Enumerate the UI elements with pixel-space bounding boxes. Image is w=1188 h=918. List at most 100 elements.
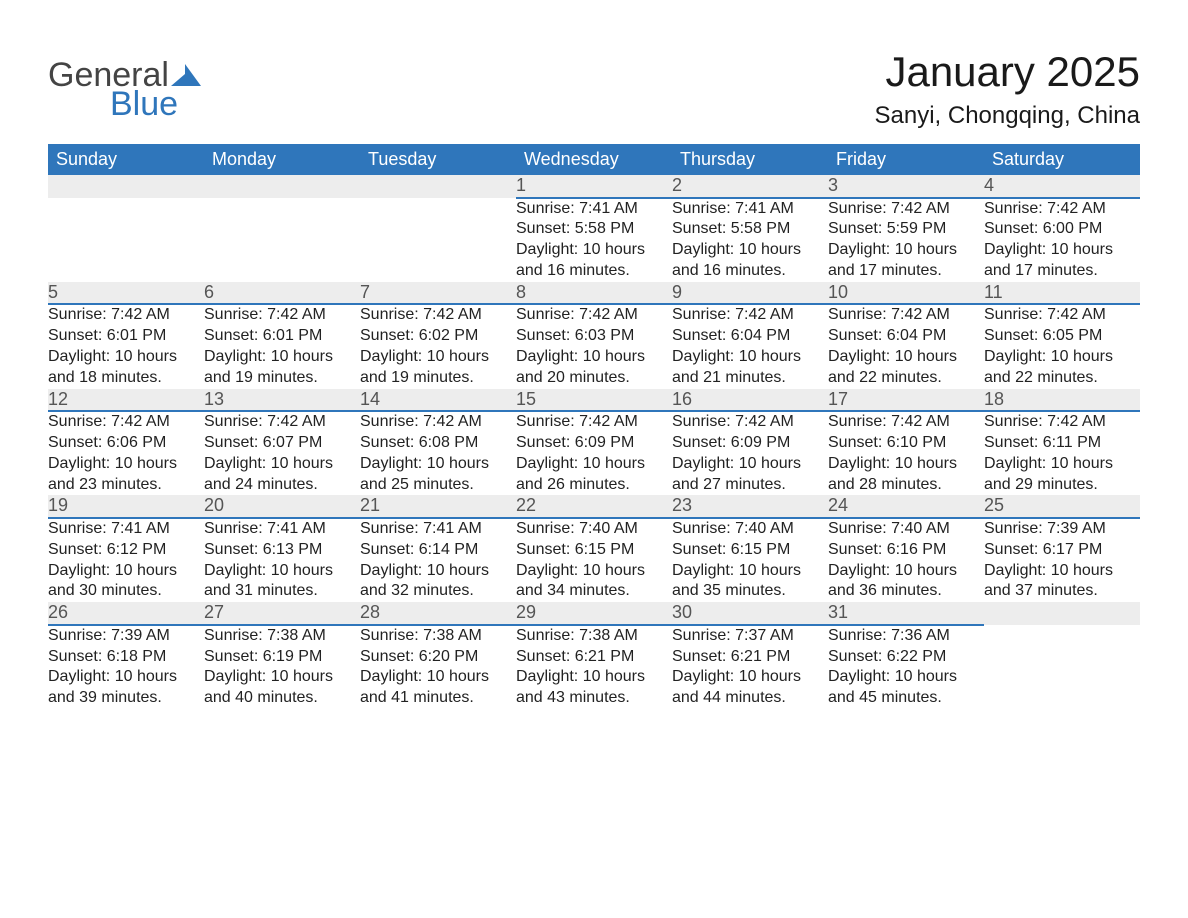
sunset-line: Sunset: 6:08 PM	[360, 433, 516, 454]
daylight-line: Daylight: 10 hours and 23 minutes.	[48, 454, 204, 496]
sunset-line: Sunset: 5:58 PM	[516, 219, 672, 240]
sunset-line: Sunset: 6:13 PM	[204, 540, 360, 561]
daylight-line: Daylight: 10 hours and 40 minutes.	[204, 667, 360, 709]
daylight-value: 10 hours and 17 minutes.	[984, 241, 1113, 279]
day-number-cell: 23	[672, 495, 828, 518]
sunrise-value: 7:42 AM	[111, 413, 170, 430]
daylight-value: 10 hours and 25 minutes.	[360, 455, 489, 493]
sunrise-line: Sunrise: 7:37 AM	[672, 626, 828, 647]
sunset-line: Sunset: 6:17 PM	[984, 540, 1140, 561]
logo-mark-icon	[171, 64, 201, 86]
sunrise-value: 7:42 AM	[423, 306, 482, 323]
sunrise-value: 7:41 AM	[111, 520, 170, 537]
sunset-line: Sunset: 6:04 PM	[672, 326, 828, 347]
daylight-value: 10 hours and 29 minutes.	[984, 455, 1113, 493]
weekday-header: Thursday	[672, 144, 828, 175]
day-number-cell: 7	[360, 282, 516, 305]
sunset-value: 6:02 PM	[419, 327, 479, 344]
sunset-value: 6:05 PM	[1043, 327, 1103, 344]
daylight-line: Daylight: 10 hours and 31 minutes.	[204, 561, 360, 603]
sunrise-value: 7:38 AM	[423, 627, 482, 644]
sunset-value: 6:16 PM	[887, 541, 947, 558]
sunrise-line: Sunrise: 7:41 AM	[204, 519, 360, 540]
sunrise-value: 7:41 AM	[423, 520, 482, 537]
sunrise-value: 7:42 AM	[267, 306, 326, 323]
daylight-value: 10 hours and 31 minutes.	[204, 562, 333, 600]
day-details-cell: Sunrise: 7:42 AMSunset: 6:03 PMDaylight:…	[516, 304, 672, 388]
daylight-line: Daylight: 10 hours and 28 minutes.	[828, 454, 984, 496]
day-details-cell: Sunrise: 7:42 AMSunset: 6:04 PMDaylight:…	[828, 304, 984, 388]
sunset-value: 6:15 PM	[731, 541, 791, 558]
sunset-value: 6:01 PM	[107, 327, 167, 344]
sunrise-value: 7:42 AM	[579, 306, 638, 323]
day-details-cell: Sunrise: 7:38 AMSunset: 6:19 PMDaylight:…	[204, 625, 360, 709]
sunset-line: Sunset: 6:01 PM	[204, 326, 360, 347]
sunrise-value: 7:42 AM	[111, 306, 170, 323]
sunset-value: 6:11 PM	[1043, 434, 1101, 451]
sunset-line: Sunset: 5:58 PM	[672, 219, 828, 240]
day-details-cell: Sunrise: 7:42 AMSunset: 6:06 PMDaylight:…	[48, 411, 204, 495]
day-details-cell: Sunrise: 7:41 AMSunset: 6:13 PMDaylight:…	[204, 518, 360, 602]
day-number-row: 567891011	[48, 282, 1140, 305]
sunset-value: 5:58 PM	[575, 220, 635, 237]
sunset-line: Sunset: 6:05 PM	[984, 326, 1140, 347]
sunrise-line: Sunrise: 7:42 AM	[984, 199, 1140, 220]
sunrise-value: 7:40 AM	[579, 520, 638, 537]
daylight-value: 10 hours and 16 minutes.	[672, 241, 801, 279]
sunset-value: 6:19 PM	[263, 648, 323, 665]
day-number-cell	[360, 175, 516, 198]
sunrise-value: 7:41 AM	[267, 520, 326, 537]
sunset-line: Sunset: 6:06 PM	[48, 433, 204, 454]
sunset-line: Sunset: 6:12 PM	[48, 540, 204, 561]
weekday-header-row: Sunday Monday Tuesday Wednesday Thursday…	[48, 144, 1140, 175]
daylight-value: 10 hours and 27 minutes.	[672, 455, 801, 493]
sunset-value: 5:58 PM	[731, 220, 791, 237]
day-number-row: 12131415161718	[48, 389, 1140, 412]
day-details-cell: Sunrise: 7:42 AMSunset: 5:59 PMDaylight:…	[828, 198, 984, 282]
sunrise-line: Sunrise: 7:41 AM	[48, 519, 204, 540]
sunset-line: Sunset: 6:16 PM	[828, 540, 984, 561]
daylight-value: 10 hours and 18 minutes.	[48, 348, 177, 386]
calendar-table: Sunday Monday Tuesday Wednesday Thursday…	[48, 144, 1140, 709]
day-details-row: Sunrise: 7:41 AMSunset: 5:58 PMDaylight:…	[48, 198, 1140, 282]
weekday-header: Monday	[204, 144, 360, 175]
sunrise-line: Sunrise: 7:39 AM	[984, 519, 1140, 540]
daylight-value: 10 hours and 41 minutes.	[360, 668, 489, 706]
day-number-cell: 14	[360, 389, 516, 412]
day-details-row: Sunrise: 7:42 AMSunset: 6:06 PMDaylight:…	[48, 411, 1140, 495]
sunrise-value: 7:41 AM	[735, 200, 794, 217]
sunrise-line: Sunrise: 7:42 AM	[48, 305, 204, 326]
sunset-value: 6:17 PM	[1043, 541, 1103, 558]
sunset-value: 6:09 PM	[731, 434, 791, 451]
day-details-cell	[984, 625, 1140, 709]
sunset-value: 6:21 PM	[575, 648, 635, 665]
sunset-line: Sunset: 6:15 PM	[516, 540, 672, 561]
sunset-value: 6:21 PM	[731, 648, 791, 665]
daylight-line: Daylight: 10 hours and 16 minutes.	[672, 240, 828, 282]
day-number-cell: 25	[984, 495, 1140, 518]
sunset-value: 6:06 PM	[107, 434, 167, 451]
day-number-row: 262728293031	[48, 602, 1140, 625]
daylight-value: 10 hours and 19 minutes.	[204, 348, 333, 386]
daylight-line: Daylight: 10 hours and 29 minutes.	[984, 454, 1140, 496]
day-number-cell: 12	[48, 389, 204, 412]
daylight-value: 10 hours and 21 minutes.	[672, 348, 801, 386]
page-title: January 2025	[874, 48, 1140, 96]
sunrise-line: Sunrise: 7:42 AM	[984, 412, 1140, 433]
sunrise-line: Sunrise: 7:38 AM	[204, 626, 360, 647]
daylight-line: Daylight: 10 hours and 37 minutes.	[984, 561, 1140, 603]
sunrise-line: Sunrise: 7:42 AM	[672, 305, 828, 326]
daylight-line: Daylight: 10 hours and 30 minutes.	[48, 561, 204, 603]
day-details-cell: Sunrise: 7:37 AMSunset: 6:21 PMDaylight:…	[672, 625, 828, 709]
sunrise-line: Sunrise: 7:41 AM	[672, 199, 828, 220]
daylight-line: Daylight: 10 hours and 45 minutes.	[828, 667, 984, 709]
sunrise-value: 7:42 AM	[423, 413, 482, 430]
day-number-cell: 17	[828, 389, 984, 412]
sunrise-line: Sunrise: 7:38 AM	[360, 626, 516, 647]
sunset-value: 6:14 PM	[419, 541, 479, 558]
day-details-cell: Sunrise: 7:42 AMSunset: 6:09 PMDaylight:…	[516, 411, 672, 495]
daylight-value: 10 hours and 23 minutes.	[48, 455, 177, 493]
daylight-value: 10 hours and 19 minutes.	[360, 348, 489, 386]
day-number-cell: 8	[516, 282, 672, 305]
day-number-cell: 27	[204, 602, 360, 625]
